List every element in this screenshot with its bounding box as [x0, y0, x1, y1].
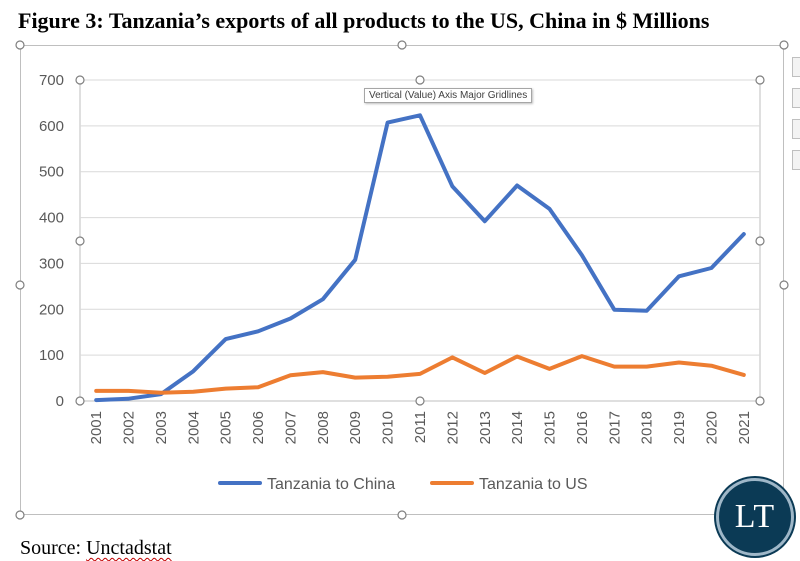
source-name: Unctadstat: [86, 537, 172, 559]
chart-options-icon[interactable]: [792, 150, 800, 170]
legend-label: Tanzania to US: [479, 476, 588, 493]
source-label: Source:: [20, 537, 87, 559]
resize-handle[interactable]: [415, 396, 425, 406]
figure-title: Figure 3: Tanzania’s exports of all prod…: [18, 8, 710, 33]
x-tick-label: 2018: [639, 411, 656, 444]
resize-handle[interactable]: [397, 40, 407, 50]
resize-handle[interactable]: [755, 75, 765, 85]
x-tick-label: 2008: [315, 411, 332, 444]
lt-logo: LT: [716, 478, 794, 556]
series-line-china[interactable]: [94, 113, 746, 403]
x-tick-label: 2021: [736, 411, 753, 444]
x-tick-label: 2005: [218, 411, 235, 444]
gridline-tooltip: Vertical (Value) Axis Major Gridlines: [364, 88, 533, 103]
resize-handle[interactable]: [397, 510, 407, 520]
legend-label: Tanzania to China: [267, 476, 395, 493]
y-tick-label: 500: [39, 164, 64, 181]
source-note: Source: Unctadstat: [20, 537, 172, 560]
y-tick-label: 200: [39, 301, 64, 318]
chart-filters-icon[interactable]: [792, 119, 800, 139]
resize-handle[interactable]: [75, 236, 85, 246]
logo-text: LT: [734, 498, 776, 535]
x-tick-label: 2016: [574, 411, 591, 444]
x-tick-label: 2002: [121, 411, 138, 444]
resize-handle[interactable]: [75, 396, 85, 406]
plot-area-border[interactable]: [79, 79, 761, 402]
resize-handle[interactable]: [755, 236, 765, 246]
x-tick-label: 2004: [185, 411, 202, 444]
resize-handle[interactable]: [415, 75, 425, 85]
resize-handle[interactable]: [15, 280, 25, 290]
x-tick-label: 2003: [153, 411, 170, 444]
y-tick-label: 600: [39, 118, 64, 135]
resize-handle[interactable]: [779, 280, 789, 290]
chart-styles-icon[interactable]: [792, 88, 800, 108]
x-tick-label: 2001: [88, 411, 105, 444]
resize-handle[interactable]: [15, 40, 25, 50]
x-tick-label: 2017: [606, 411, 623, 444]
y-tick-label: 300: [39, 255, 64, 272]
y-tick-label: 100: [39, 347, 64, 364]
x-tick-label: 2015: [542, 411, 559, 444]
x-tick-label: 2012: [444, 411, 461, 444]
x-tick-label: 2010: [380, 411, 397, 444]
x-tick-label: 2019: [671, 411, 688, 444]
y-tick-label: 400: [39, 210, 64, 227]
resize-handle[interactable]: [755, 396, 765, 406]
x-tick-label: 2007: [282, 411, 299, 444]
chart-side-toolbar: [792, 57, 800, 181]
x-tick-label: 2006: [250, 411, 267, 444]
x-tick-label: 2013: [477, 411, 494, 444]
x-tick-label: 2020: [703, 411, 720, 444]
series-line-us[interactable]: [94, 354, 746, 395]
resize-handle[interactable]: [75, 75, 85, 85]
resize-handle[interactable]: [15, 510, 25, 520]
x-tick-label: 2009: [347, 411, 364, 444]
x-tick-label: 2011: [412, 411, 429, 443]
y-tick-label: 0: [56, 393, 64, 410]
chart-elements-icon[interactable]: [792, 57, 800, 77]
y-tick-label: 700: [39, 72, 64, 89]
resize-handle[interactable]: [779, 40, 789, 50]
x-tick-label: 2014: [509, 411, 526, 444]
